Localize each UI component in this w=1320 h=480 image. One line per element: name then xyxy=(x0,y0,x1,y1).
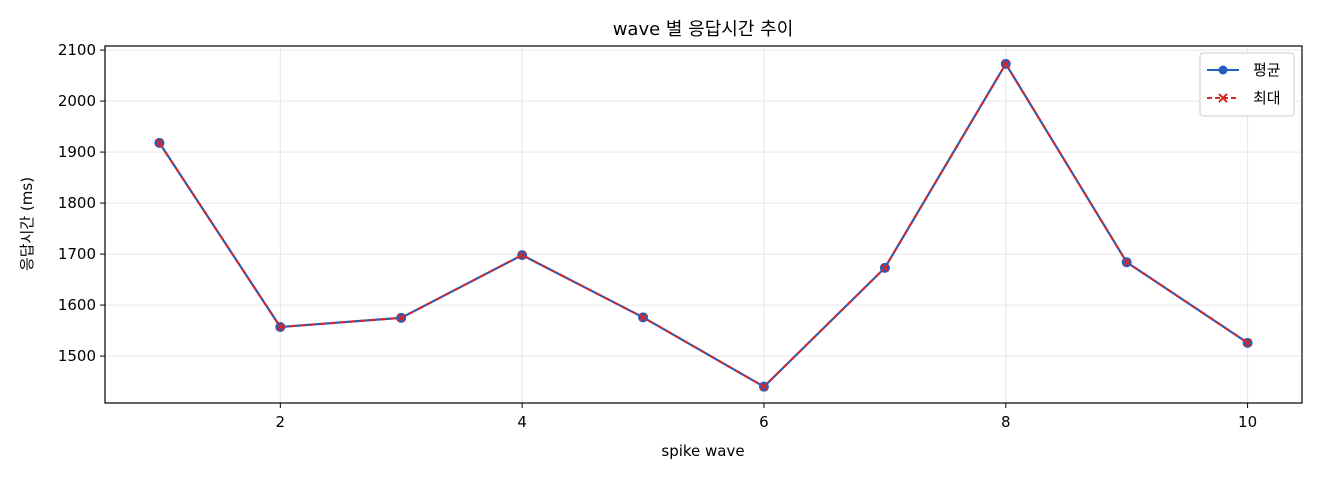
x-tick-label: 4 xyxy=(517,413,527,431)
x-tick-label: 10 xyxy=(1238,413,1257,431)
chart-title: wave 별 응답시간 추이 xyxy=(613,19,794,40)
legend-marker-max xyxy=(1218,93,1228,103)
plot-series xyxy=(154,58,1253,392)
series-line-max xyxy=(158,61,1249,388)
y-tick-label: 2000 xyxy=(58,92,96,110)
y-tick-label: 1600 xyxy=(58,296,96,314)
data-point-max xyxy=(1122,258,1131,267)
data-point-max xyxy=(1001,59,1010,68)
data-point-max xyxy=(517,250,527,260)
x-tick-label: 8 xyxy=(1001,413,1011,431)
x-axis-label: spike wave xyxy=(661,442,744,460)
data-point-max xyxy=(397,313,406,322)
y-tick-label: 1500 xyxy=(58,347,96,365)
legend-label-max: 최대 xyxy=(1253,89,1281,107)
y-tick-label: 1800 xyxy=(58,194,96,212)
x-tick-label: 2 xyxy=(276,413,286,431)
data-point-max xyxy=(638,313,648,322)
legend: 평균 최대 xyxy=(1199,52,1295,117)
data-point-max xyxy=(276,322,285,332)
y-tick-label: 1700 xyxy=(58,245,96,263)
y-axis-label: 응답시간 (ms) xyxy=(18,177,36,271)
series-line-avg xyxy=(158,61,1249,389)
legend-marker-avg xyxy=(1218,65,1228,75)
x-tick-label: 6 xyxy=(759,413,769,431)
grid-lines xyxy=(105,46,1302,403)
data-point-max xyxy=(880,263,890,272)
data-point-max xyxy=(759,382,769,391)
legend-label-avg: 평균 xyxy=(1253,61,1281,79)
axis-ticks: 2 4 6 8 10 1500 1600 1700 1800 1900 2000 2100 xyxy=(58,41,1257,431)
plot-frame xyxy=(104,45,1303,404)
data-point-max xyxy=(155,138,164,148)
data-point-max xyxy=(1243,338,1252,347)
y-tick-label: 1900 xyxy=(58,143,96,161)
y-tick-label: 2100 xyxy=(58,41,96,59)
